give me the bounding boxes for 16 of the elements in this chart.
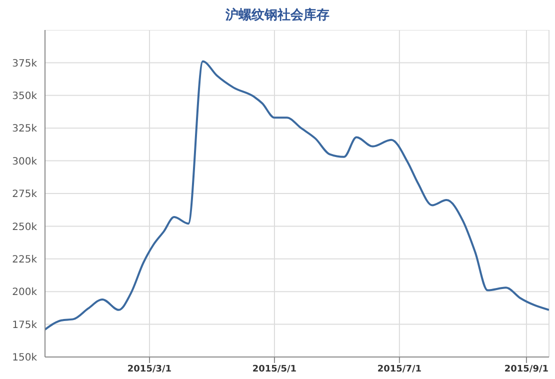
y-tick-label: 275k <box>12 189 38 200</box>
y-tick-label: 150k <box>12 352 38 364</box>
x-tick-label: 2015/5/1 <box>252 364 297 374</box>
y-tick-label: 225k <box>12 254 38 266</box>
chart-title: 沪螺纹钢社会库存 <box>224 6 330 25</box>
y-tick-label: 375k <box>12 58 38 70</box>
x-tick-label: 2015/3/1 <box>127 364 172 374</box>
y-tick-label: 350k <box>12 90 38 102</box>
y-tick-label: 250k <box>12 222 38 233</box>
y-tick-label: 175k <box>12 320 38 331</box>
y-tick-label: 200k <box>12 287 38 298</box>
y-tick-label: 325k <box>12 124 38 135</box>
x-tick-label: 2015/7/1 <box>377 364 422 374</box>
line-series <box>45 60 549 331</box>
x-tick-label: 2015/9/1 <box>504 364 549 374</box>
y-tick-label: 300k <box>12 156 38 168</box>
